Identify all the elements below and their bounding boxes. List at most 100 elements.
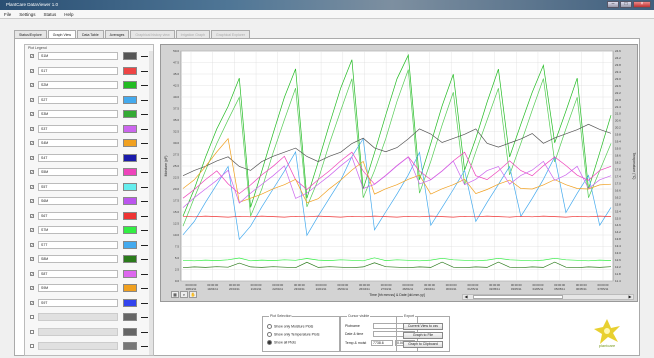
legend-name-field[interactable]: S5M (38, 168, 118, 176)
tab-graphical-history[interactable]: Graphical history view (130, 30, 175, 39)
tab-status-explore[interactable]: Status/Explore (14, 30, 47, 39)
legend-name-field[interactable]: S2M (38, 81, 118, 89)
legend-line-style[interactable] (141, 201, 148, 202)
legend-name-field[interactable]: S1M (38, 52, 118, 60)
legend-name-field[interactable]: S9M (38, 284, 118, 292)
menu-file[interactable]: File (4, 11, 12, 17)
legend-checkbox[interactable]: ✓ (30, 257, 34, 261)
scroll-right-icon[interactable]: ▶ (628, 294, 632, 299)
legend-row[interactable]: ✓ S2M (29, 80, 151, 91)
legend-name-field[interactable]: S8M (38, 255, 118, 263)
legend-line-style[interactable] (141, 288, 148, 289)
legend-line-style[interactable] (141, 70, 148, 72)
legend-name-field[interactable]: S6T (38, 211, 118, 220)
zoom-tool-icon[interactable]: ⌕ (180, 291, 188, 298)
legend-row[interactable]: ✓ S4T (29, 153, 151, 164)
legend-color-swatch[interactable] (123, 81, 137, 89)
value-1-field[interactable]: 7738.6 (371, 340, 393, 346)
tab-graph-view[interactable]: Graph View (47, 30, 76, 39)
legend-color-swatch[interactable] (123, 284, 137, 292)
legend-checkbox[interactable]: ✓ (30, 199, 34, 203)
legend-line-style[interactable] (141, 143, 148, 144)
legend-row[interactable] (29, 341, 151, 352)
legend-color-swatch[interactable] (123, 211, 137, 220)
tab-averages[interactable]: Averages (104, 30, 130, 39)
legend-line-style[interactable] (141, 230, 148, 231)
legend-line-style[interactable] (141, 128, 148, 130)
legend-checkbox[interactable]: ✓ (30, 112, 34, 116)
horizontal-scrollbar[interactable]: ◀ ▶ (462, 294, 634, 300)
legend-name-field[interactable] (38, 342, 118, 350)
legend-checkbox[interactable]: ✓ (30, 54, 34, 58)
legend-row[interactable]: ✓ S3M (29, 109, 151, 120)
scroll-thumb[interactable] (473, 295, 563, 299)
legend-color-swatch[interactable] (123, 66, 137, 75)
legend-color-swatch[interactable] (123, 95, 137, 104)
legend-line-style[interactable] (141, 186, 148, 188)
legend-row[interactable] (29, 312, 151, 323)
legend-color-swatch[interactable] (123, 342, 137, 350)
legend-checkbox[interactable]: ✓ (30, 97, 34, 102)
legend-name-field[interactable]: S1T (38, 66, 118, 75)
legend-color-swatch[interactable] (123, 139, 137, 147)
legend-checkbox[interactable]: ✓ (30, 170, 34, 174)
legend-row[interactable]: ✓ S3T (29, 124, 151, 135)
legend-line-style[interactable] (141, 259, 148, 260)
tab-data-table[interactable]: Data Table (77, 30, 104, 39)
legend-name-field[interactable]: S4M (38, 139, 118, 147)
minimize-button[interactable]: – (607, 1, 619, 8)
menu-help[interactable]: Help (64, 11, 74, 17)
legend-checkbox[interactable] (30, 344, 34, 348)
legend-name-field[interactable]: S5T (38, 182, 118, 191)
legend-color-swatch[interactable] (123, 269, 137, 278)
legend-row[interactable]: ✓ S7M (29, 225, 151, 236)
legend-row[interactable]: ✓ S9M (29, 283, 151, 294)
legend-name-field[interactable]: S4T (38, 153, 118, 162)
option-temperature-only[interactable]: Show only Temperature Plots (267, 332, 319, 337)
pan-tool-icon[interactable]: ✋ (189, 291, 197, 298)
legend-checkbox[interactable]: ✓ (30, 242, 34, 247)
legend-color-swatch[interactable] (123, 255, 137, 263)
legend-color-swatch[interactable] (123, 124, 137, 133)
tab-irrigation-graph[interactable]: Irrigation Graph (175, 30, 210, 39)
legend-color-swatch[interactable] (123, 298, 137, 307)
legend-name-field[interactable]: S7T (38, 240, 118, 249)
legend-row[interactable]: ✓ S6T (29, 211, 151, 222)
legend-name-field[interactable]: S7M (38, 226, 118, 234)
graph-to-clipboard-button[interactable]: Graph to Clipboard (403, 341, 443, 348)
legend-color-swatch[interactable] (123, 168, 137, 176)
legend-checkbox[interactable] (30, 315, 34, 319)
legend-color-swatch[interactable] (123, 327, 137, 336)
legend-checkbox[interactable]: ✓ (30, 83, 34, 87)
legend-line-style[interactable] (141, 331, 148, 333)
legend-line-style[interactable] (141, 99, 148, 101)
legend-color-swatch[interactable] (123, 240, 137, 249)
legend-row[interactable]: ✓ S8M (29, 254, 151, 265)
legend-checkbox[interactable]: ✓ (30, 126, 34, 131)
legend-checkbox[interactable]: ✓ (30, 271, 34, 276)
legend-line-style[interactable] (141, 114, 148, 115)
legend-line-style[interactable] (141, 273, 148, 275)
legend-row[interactable]: ✓ S5M (29, 167, 151, 178)
legend-color-swatch[interactable] (123, 226, 137, 234)
legend-color-swatch[interactable] (123, 153, 137, 162)
tab-graphical-explorer[interactable]: Graphical Explorer (210, 30, 250, 39)
legend-color-swatch[interactable] (123, 52, 137, 60)
legend-name-field[interactable]: S3T (38, 124, 118, 133)
grid-tool-icon[interactable]: ▦ (171, 291, 179, 298)
legend-row[interactable]: ✓ S7T (29, 240, 151, 251)
legend-name-field[interactable]: S8T (38, 269, 118, 278)
legend-name-field[interactable] (38, 327, 118, 336)
option-moisture-only[interactable]: Show only Moisture Plots (267, 324, 313, 329)
legend-row[interactable]: ✓ S6M (29, 196, 151, 207)
cursor-visible-title[interactable]: Cursor visible (347, 314, 371, 318)
legend-row[interactable]: ✓ S1M (29, 51, 151, 62)
legend-checkbox[interactable] (30, 329, 34, 334)
legend-line-style[interactable] (141, 244, 148, 246)
scroll-left-icon[interactable]: ◀ (464, 294, 468, 299)
legend-line-style[interactable] (141, 85, 148, 86)
legend-color-swatch[interactable] (123, 182, 137, 191)
legend-row[interactable]: ✓ S9T (29, 298, 151, 309)
legend-name-field[interactable] (38, 313, 118, 321)
legend-checkbox[interactable]: ✓ (30, 300, 34, 305)
